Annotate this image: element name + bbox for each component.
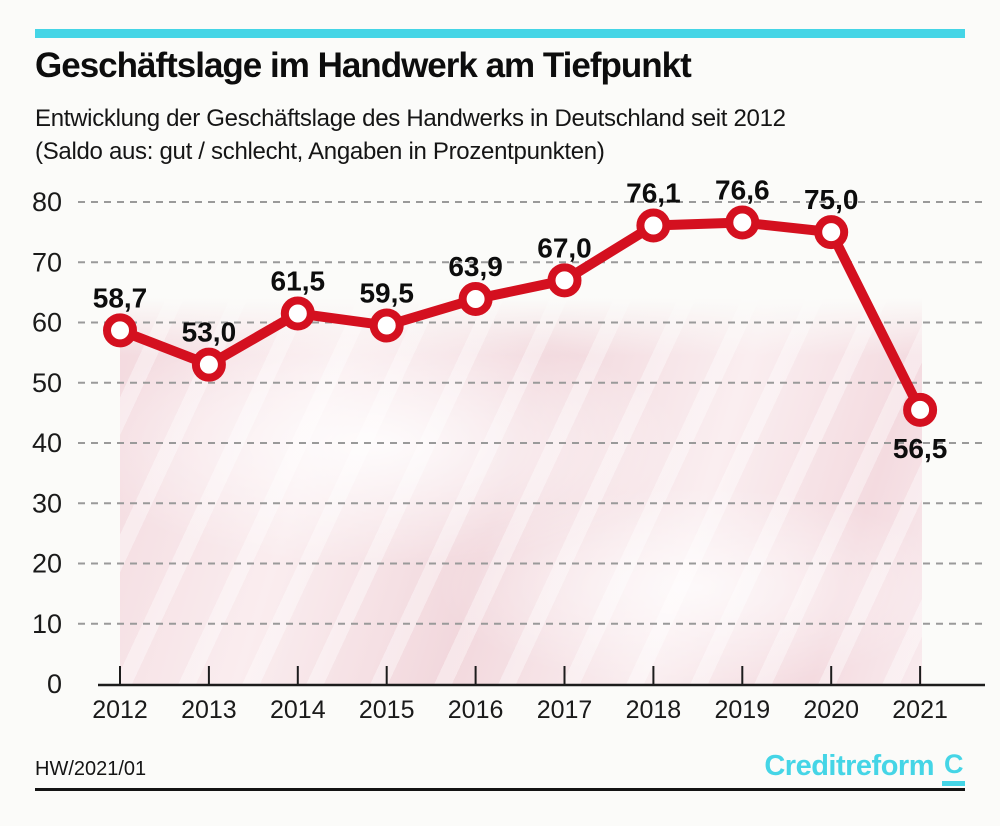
data-point-marker — [458, 282, 493, 317]
x-axis-label: 2019 — [714, 696, 770, 724]
x-axis-label: 2013 — [181, 696, 237, 724]
subtitle-line-1: Entwicklung der Geschäftslage des Handwe… — [35, 105, 786, 132]
data-point-label: 75,0 — [804, 184, 859, 215]
data-point-marker — [636, 208, 671, 243]
data-point-label: 56,5 — [893, 433, 948, 464]
data-point-marker — [191, 347, 226, 382]
series-line — [115, 217, 926, 415]
data-point-label: 67,0 — [537, 232, 592, 263]
subtitle-line-2: (Saldo aus: gut / schlecht, Angaben in P… — [35, 138, 605, 165]
data-point-label: 63,9 — [448, 251, 503, 282]
data-point-marker — [814, 215, 849, 250]
x-axis-label: 2015 — [359, 696, 415, 724]
page-title: Geschäftslage im Handwerk am Tiefpunkt — [35, 46, 692, 85]
tools-photo-backdrop — [120, 298, 922, 684]
x-axis-label: 2020 — [803, 696, 859, 724]
data-point-marker — [280, 296, 315, 331]
creditreform-logo: Creditreform C — [764, 750, 965, 788]
y-axis-label: 60 — [32, 308, 62, 338]
accent-bar — [35, 29, 965, 38]
y-axis-label: 20 — [32, 549, 62, 579]
data-point-label: 53,0 — [182, 317, 237, 348]
x-axis-label: 2017 — [537, 696, 593, 724]
data-point-marker — [103, 313, 137, 348]
data-point-label: 61,5 — [271, 265, 326, 296]
brand-name: Creditreform — [764, 750, 934, 782]
report-code: HW/2021/01 — [35, 758, 147, 780]
y-axis-label: 70 — [32, 247, 62, 277]
y-axis-label: 80 — [32, 187, 62, 217]
x-axis-label: 2018 — [626, 696, 682, 724]
data-point-marker — [903, 392, 938, 427]
x-axis-label: 2016 — [448, 696, 504, 724]
y-axis-label: 50 — [32, 368, 62, 398]
chart-subtitle: Entwicklung der Geschäftslage des Handwe… — [35, 102, 786, 168]
y-axis-label: 30 — [32, 488, 62, 518]
y-axis-label: 40 — [32, 428, 62, 458]
data-point-label: 58,7 — [93, 282, 148, 313]
brand-c-mark-icon: C — [942, 751, 965, 786]
x-axis-label: 2014 — [270, 696, 326, 724]
data-point-marker — [369, 308, 404, 343]
data-point-marker — [725, 205, 760, 240]
data-point-label: 59,5 — [359, 278, 414, 309]
y-axis-label: 10 — [32, 609, 62, 639]
x-axis-label: 2021 — [892, 696, 948, 724]
data-point-label: 76,6 — [715, 174, 770, 205]
footer-divider — [35, 788, 965, 791]
data-point-label: 76,1 — [626, 177, 681, 208]
x-axis-label: 2012 — [92, 696, 148, 724]
data-point-marker — [547, 263, 582, 298]
y-axis-label: 0 — [47, 669, 62, 699]
